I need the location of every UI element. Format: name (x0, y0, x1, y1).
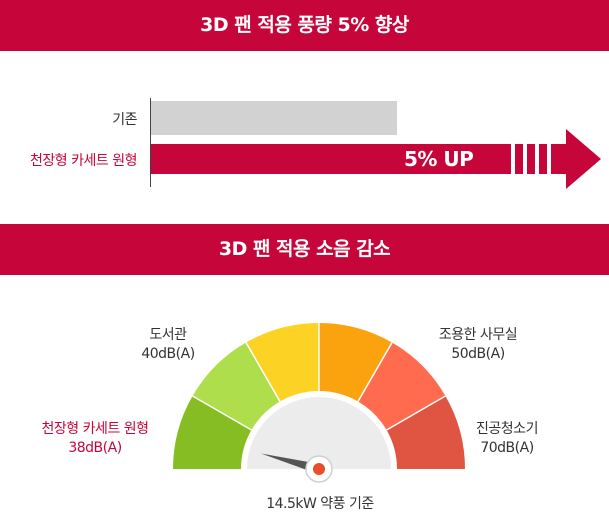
office-name: 조용한 사무실 (438, 327, 518, 343)
gauge-inner-dial (247, 397, 391, 469)
cassette-noise-level: 38dB(A) (68, 440, 122, 456)
cassette-noise-name: 천장형 카세트 원형 (41, 421, 149, 437)
airflow-title-banner: 3D 팬 적용 풍량 5% 향상 (0, 0, 609, 51)
existing-bar (151, 101, 397, 135)
library-label: 도서관 40dB(A) (118, 326, 218, 364)
cassette-noise-label: 천장형 카세트 원형 38dB(A) (10, 420, 180, 458)
library-name: 도서관 (149, 327, 187, 343)
gauge-separator (357, 341, 394, 402)
noise-title: 3D 팬 적용 소음 감소 (218, 238, 391, 260)
cassette-arrow-bar (151, 129, 601, 189)
chart-axis-line (150, 98, 151, 187)
cassette-arrow-shape (151, 129, 601, 189)
library-level: 40dB(A) (141, 346, 195, 362)
arrow-stripe (547, 144, 551, 174)
vacuum-cleaner-name: 진공청소기 (476, 421, 538, 437)
vacuum-cleaner-level: 70dB(A) (480, 440, 534, 456)
gauge-caption: 14.5kW 약풍 기준 (266, 496, 374, 512)
gauge-segment-yellow (246, 323, 319, 402)
cassette-label: 천장형 카세트 원형 (30, 153, 137, 169)
airflow-title: 3D 팬 적용 풍량 5% 향상 (200, 14, 409, 36)
gauge-separator (386, 394, 447, 431)
gauge-separator (244, 341, 281, 402)
arrow-stripe (535, 144, 539, 174)
gauge-segment-red (386, 396, 465, 469)
noise-title-banner: 3D 팬 적용 소음 감소 (0, 224, 609, 275)
gauge-separator (191, 394, 252, 431)
arrow-stripe (511, 144, 515, 174)
arrow-stripe (523, 144, 527, 174)
vacuum-cleaner-label: 진공청소기 70dB(A) (462, 420, 552, 458)
increase-label: 5% UP (404, 147, 474, 171)
gauge-segment-orange (319, 323, 392, 402)
office-level: 50dB(A) (451, 346, 505, 362)
existing-label: 기존 (112, 112, 137, 128)
gauge-segment-green (173, 396, 252, 469)
gauge-hub-dot (313, 463, 325, 475)
noise-gauge (173, 322, 465, 483)
office-label: 조용한 사무실 50dB(A) (418, 326, 538, 364)
